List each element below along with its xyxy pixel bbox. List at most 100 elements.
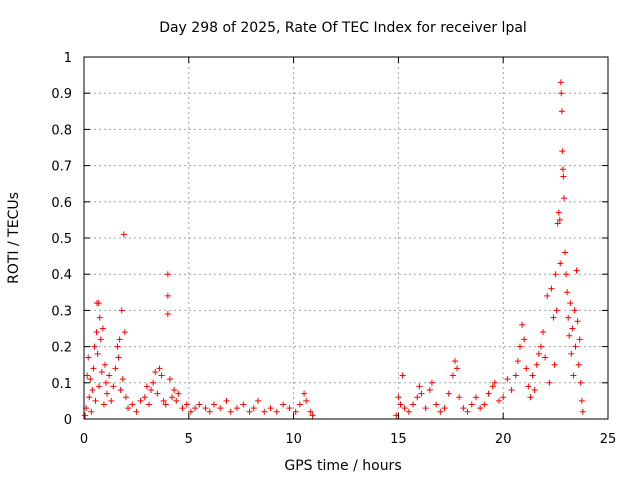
data-point <box>557 260 564 267</box>
data-point <box>192 405 199 412</box>
y-tick-label: 0.8 <box>51 123 72 138</box>
data-point <box>572 343 579 350</box>
data-point <box>551 361 558 368</box>
data-point <box>118 307 125 314</box>
x-tick-label: 5 <box>185 432 193 447</box>
data-point <box>560 173 567 180</box>
data-point <box>240 401 247 408</box>
data-point <box>301 390 308 397</box>
data-point <box>106 372 113 379</box>
data-point <box>576 336 583 343</box>
y-tick-label: 0.1 <box>51 377 72 392</box>
data-point <box>449 372 456 379</box>
data-point <box>91 343 98 350</box>
data-point <box>578 397 585 404</box>
data-point <box>418 390 425 397</box>
data-point <box>90 365 97 372</box>
data-point <box>500 394 507 401</box>
data-point <box>217 405 224 412</box>
data-points <box>82 79 586 419</box>
data-point <box>472 394 479 401</box>
data-point <box>166 376 173 383</box>
data-point <box>250 405 257 412</box>
data-point <box>254 397 261 404</box>
data-point <box>104 390 111 397</box>
data-point <box>566 332 573 339</box>
data-point <box>267 405 274 412</box>
data-point <box>210 401 217 408</box>
data-point <box>187 408 194 415</box>
data-point <box>521 336 528 343</box>
data-point <box>273 408 280 415</box>
data-point <box>223 397 230 404</box>
data-point <box>508 387 515 394</box>
data-point <box>437 408 444 415</box>
data-point <box>133 408 140 415</box>
data-point <box>82 412 89 419</box>
data-point <box>94 350 101 357</box>
data-point <box>535 350 542 357</box>
data-point <box>92 397 99 404</box>
data-point <box>537 343 544 350</box>
data-point <box>571 307 578 314</box>
data-point <box>454 365 461 372</box>
x-axis-title: GPS time / hours <box>284 458 401 474</box>
data-point <box>162 401 169 408</box>
data-point <box>141 394 148 401</box>
data-point <box>477 405 484 412</box>
data-point <box>154 390 161 397</box>
y-tick-label: 0.4 <box>51 268 72 283</box>
data-point <box>129 401 136 408</box>
data-point <box>399 372 406 379</box>
y-tick-label: 0.2 <box>51 341 72 356</box>
data-point <box>468 401 475 408</box>
data-point <box>433 401 440 408</box>
data-point <box>422 405 429 412</box>
data-point <box>121 329 128 336</box>
data-point <box>523 365 530 372</box>
data-point <box>577 379 584 386</box>
data-point <box>579 408 586 415</box>
data-point <box>88 408 95 415</box>
data-point <box>481 401 488 408</box>
data-point <box>173 397 180 404</box>
chart-title: Day 298 of 2025, Rate Of TEC Index for r… <box>159 20 527 36</box>
data-point <box>234 405 241 412</box>
data-point <box>164 292 171 299</box>
data-point <box>86 394 93 401</box>
data-point <box>115 354 122 361</box>
data-point <box>206 408 213 415</box>
data-point <box>414 394 421 401</box>
data-point <box>565 314 572 321</box>
data-point <box>553 307 560 314</box>
y-tick-label: 1 <box>64 51 72 66</box>
data-point <box>137 397 144 404</box>
data-point <box>158 372 165 379</box>
data-point <box>557 79 564 86</box>
data-point <box>303 397 310 404</box>
data-point <box>563 271 570 278</box>
data-point <box>504 376 511 383</box>
data-point <box>570 372 577 379</box>
data-point <box>559 166 566 173</box>
data-point <box>548 285 555 292</box>
y-tick-label: 0.6 <box>51 196 72 211</box>
data-point <box>401 405 408 412</box>
data-point <box>491 379 498 386</box>
data-point <box>280 401 287 408</box>
data-point <box>227 408 234 415</box>
data-point <box>103 379 110 386</box>
data-point <box>84 372 91 379</box>
data-point <box>560 195 567 202</box>
data-point <box>556 216 563 223</box>
data-point <box>108 397 115 404</box>
data-point <box>416 383 423 390</box>
data-point <box>164 311 171 318</box>
data-point <box>292 408 299 415</box>
data-point <box>150 379 157 386</box>
data-point <box>568 350 575 357</box>
data-point <box>160 397 167 404</box>
data-point <box>529 372 536 379</box>
data-point <box>171 387 178 394</box>
data-point <box>525 383 532 390</box>
